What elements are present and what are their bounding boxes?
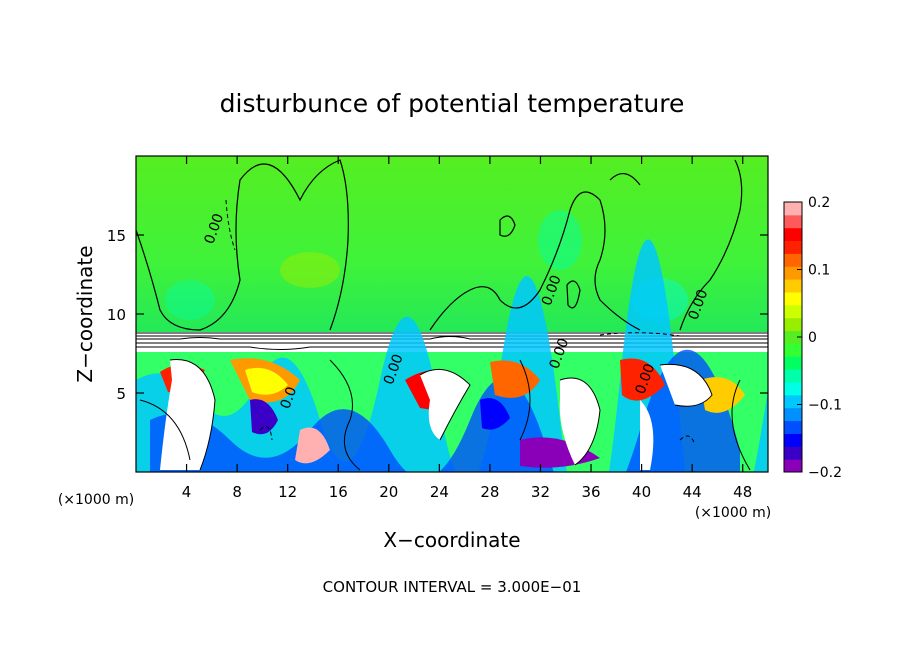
upper-contours bbox=[136, 159, 743, 331]
colorbar: 0.2 0.1 0 −0.1 −0.2 bbox=[783, 195, 842, 481]
turbulent-contours bbox=[139, 359, 751, 471]
y-axis-label: Z−coordinate bbox=[73, 245, 97, 382]
chart-title: disturbunce of potential temperature bbox=[220, 89, 685, 118]
x-tick-label: 4 bbox=[182, 483, 192, 501]
x-axis-label: X−coordinate bbox=[383, 528, 520, 552]
colorbar-swatch bbox=[784, 240, 802, 254]
x-tick-label: 24 bbox=[430, 483, 449, 501]
colorbar-swatch bbox=[784, 253, 802, 267]
colorbar-swatch bbox=[784, 407, 802, 422]
colorbar-tick-label: 0.1 bbox=[808, 263, 830, 279]
y-tick-label: 15 bbox=[107, 227, 126, 245]
colorbar-swatch bbox=[784, 343, 802, 357]
colorbar-swatch bbox=[784, 446, 802, 460]
x-tick-label: 32 bbox=[531, 483, 550, 501]
x-tick-label: 20 bbox=[379, 483, 398, 501]
plot-area: 0.000.00 0.000.00 0.000.000.0 bbox=[136, 156, 768, 472]
colorbar-swatch bbox=[784, 433, 802, 447]
y-axis: 5 10 15 bbox=[107, 227, 768, 403]
turbulent-eddies bbox=[136, 239, 768, 472]
upper-anomaly-patch bbox=[165, 280, 215, 320]
upper-anomaly-patch bbox=[280, 252, 340, 288]
colorbar-tick-label: 0 bbox=[808, 330, 817, 346]
contour-label: 0.0 bbox=[278, 385, 301, 411]
y-tick-label: 5 bbox=[116, 385, 126, 403]
colorbar-swatch bbox=[784, 356, 802, 370]
x-tick-label: 16 bbox=[329, 483, 348, 501]
colorbar-swatch bbox=[784, 317, 802, 332]
colorbar-swatch bbox=[784, 214, 802, 229]
colorbar-swatch bbox=[784, 202, 802, 216]
y-unit-label: (×1000 m) bbox=[58, 492, 134, 508]
colorbar-swatch bbox=[784, 459, 802, 473]
x-tick-label: 12 bbox=[278, 483, 297, 501]
colorbar-swatch bbox=[784, 394, 802, 409]
colorbar-swatch bbox=[784, 266, 802, 280]
negative-contours bbox=[225, 199, 696, 446]
colorbar-swatch bbox=[784, 330, 802, 344]
colorbar-swatch bbox=[784, 420, 802, 434]
colorbar-swatch bbox=[784, 279, 802, 293]
colorbar-tick-label: −0.2 bbox=[808, 465, 842, 481]
x-tick-label: 8 bbox=[232, 483, 242, 501]
colorbar-swatch bbox=[784, 304, 802, 319]
x-axis: 4 8 12 16 20 24 28 32 36 40 44 48 bbox=[182, 156, 752, 501]
x-unit-label: (×1000 m) bbox=[695, 505, 771, 521]
x-tick-label: 28 bbox=[480, 483, 499, 501]
x-tick-label: 40 bbox=[632, 483, 651, 501]
colorbar-swatch bbox=[784, 382, 802, 396]
colorbar-swatch bbox=[784, 227, 802, 242]
y-tick-label: 10 bbox=[107, 306, 126, 324]
contour-interval-note: CONTOUR INTERVAL = 3.000E−01 bbox=[323, 578, 582, 596]
colorbar-swatch bbox=[784, 369, 802, 383]
colorbar-tick-label: −0.1 bbox=[808, 398, 842, 414]
colorbar-swatch bbox=[784, 292, 802, 306]
x-tick-label: 36 bbox=[581, 483, 600, 501]
colorbar-tick-label: 0.2 bbox=[808, 195, 830, 211]
x-tick-label: 44 bbox=[683, 483, 702, 501]
x-tick-label: 48 bbox=[733, 483, 752, 501]
upper-anomaly-patch bbox=[538, 210, 582, 270]
